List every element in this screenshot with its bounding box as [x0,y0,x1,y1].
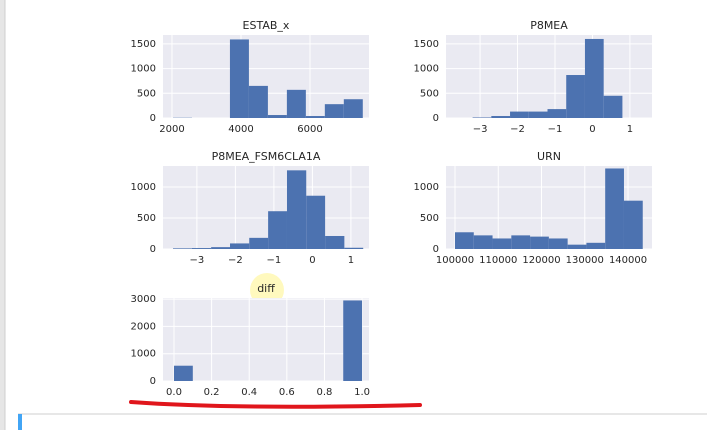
histogram-bar [455,232,474,249]
histogram-bar [549,238,568,249]
histogram-bar [493,238,512,249]
x-tick-label: 0.2 [204,387,220,398]
cell-marker [18,414,22,430]
y-tick-label: 0 [150,376,156,387]
x-tick-label: −1 [267,255,282,266]
plot-background [163,298,369,381]
histogram-bar [306,196,325,249]
histogram-bar [344,99,363,118]
histogram-bar [230,243,249,249]
y-tick-label: 1000 [131,349,156,360]
y-tick-label: 500 [137,88,156,99]
x-tick-label: −1 [548,124,563,135]
y-tick-label: 0 [150,244,156,255]
histogram-bar [325,236,344,249]
histogram-bar [249,238,268,249]
histogram-bar [343,300,362,381]
x-tick-label: 2000 [159,124,184,135]
x-tick-label: 130000 [566,255,604,266]
histogram-bar [568,245,587,249]
y-tick-label: 500 [420,88,439,99]
x-tick-label: 1 [627,124,633,135]
x-tick-label: −2 [510,124,525,135]
histogram-bar [529,112,548,118]
histogram-bar [287,90,306,118]
y-tick-label: 2000 [131,321,156,332]
y-tick-label: 1500 [131,39,156,50]
histogram-bar [344,248,363,249]
histogram-bar [511,235,530,249]
x-tick-label: 100000 [436,255,474,266]
histogram-bar [192,248,211,249]
x-tick-label: −2 [228,255,243,266]
chart-title: URN [537,150,561,163]
histogram-bar [268,115,287,118]
histogram-bar [586,243,605,249]
y-tick-label: 0 [433,244,439,255]
x-tick-label: −3 [190,255,205,266]
y-tick-label: 1000 [414,64,439,75]
histogram-bar [173,248,192,249]
x-tick-label: 0.0 [166,387,182,398]
histogram-bar [268,211,287,249]
chart-title: diff [257,282,275,295]
histogram-bar [474,235,493,249]
x-tick-label: 110000 [479,255,517,266]
red-annotation-stroke [131,402,420,407]
histogram-bar [211,247,230,249]
histogram-bar [604,96,623,118]
histogram-bar [491,116,510,118]
histogram-bar [287,170,306,249]
histogram-bar [624,201,643,249]
histogram-bar [585,39,604,118]
histogram-bar [605,168,624,249]
x-tick-label: 1.0 [354,387,370,398]
y-tick-label: 500 [137,213,156,224]
y-tick-label: 1000 [414,182,439,193]
y-tick-label: 0 [433,113,439,124]
histogram-bar [510,112,529,118]
x-tick-label: 0.8 [316,387,332,398]
y-tick-label: 1500 [414,39,439,50]
histogram-bar [306,116,325,118]
histogram-bar [325,104,344,118]
histogram-bar [174,366,193,381]
x-tick-label: 0 [309,255,315,266]
x-tick-label: 1 [348,255,354,266]
y-tick-label: 1000 [131,182,156,193]
x-tick-label: −3 [473,124,488,135]
x-tick-label: 0.6 [279,387,295,398]
x-tick-label: 4000 [228,124,253,135]
x-tick-label: 6000 [297,124,322,135]
x-tick-label: 120000 [522,255,560,266]
chart-title: ESTAB_x [243,19,290,32]
histogram-bar [566,75,585,118]
y-tick-label: 0 [150,113,156,124]
chart-title: P8MEA [530,19,568,32]
y-tick-label: 3000 [131,294,156,305]
histogram-bar [230,39,249,118]
histogram-bar [530,237,549,249]
x-tick-label: 0 [589,124,595,135]
histogram-bar [548,109,567,118]
chart-title: P8MEA_FSM6CLA1A [212,150,321,163]
left-border [0,0,5,430]
y-tick-label: 1000 [131,64,156,75]
y-tick-label: 500 [420,213,439,224]
histogram-bar [249,86,268,118]
x-tick-label: 0.4 [241,387,257,398]
x-tick-label: 140000 [609,255,647,266]
